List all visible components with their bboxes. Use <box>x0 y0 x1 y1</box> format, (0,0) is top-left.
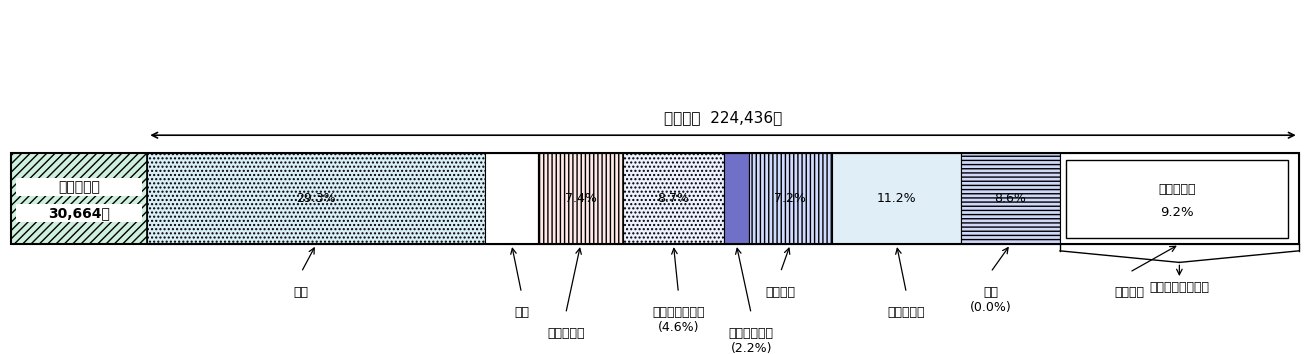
Text: その他の消費支出: その他の消費支出 <box>1149 281 1210 295</box>
Text: 住居: 住居 <box>514 306 529 319</box>
Bar <box>16 178 143 196</box>
Bar <box>960 153 1060 244</box>
Text: 20.7%: 20.7% <box>1160 192 1199 205</box>
Text: 保健医療: 保健医療 <box>765 286 795 298</box>
Bar <box>1060 153 1299 244</box>
Bar <box>1067 160 1287 238</box>
Text: 光熱・水道: 光熱・水道 <box>547 327 584 340</box>
Text: 7.4%: 7.4% <box>564 192 597 205</box>
Text: うち交際費: うち交際費 <box>1158 183 1195 196</box>
Text: 被服及び履物
(2.2%): 被服及び履物 (2.2%) <box>728 327 774 354</box>
Text: 家具・家事用品
(4.6%): 家具・家事用品 (4.6%) <box>652 306 705 334</box>
Bar <box>16 204 143 222</box>
Text: 消費支出  224,436円: 消費支出 224,436円 <box>664 110 782 125</box>
Text: 教育
(0.0%): 教育 (0.0%) <box>970 286 1012 314</box>
Bar <box>538 153 623 244</box>
Text: 交通・通信: 交通・通信 <box>888 306 925 319</box>
Text: 7.2%: 7.2% <box>774 192 807 205</box>
Text: 教養娯楽: 教養娯楽 <box>1114 286 1144 298</box>
Bar <box>12 153 1299 244</box>
Bar <box>147 153 485 244</box>
Bar <box>749 153 832 244</box>
Text: 30,664円: 30,664円 <box>49 206 110 220</box>
Bar <box>623 153 724 244</box>
Text: 8.6%: 8.6% <box>994 192 1026 205</box>
Text: 非消費支出: 非消費支出 <box>59 180 100 194</box>
Bar <box>12 153 147 244</box>
Bar <box>724 153 749 244</box>
Text: 8.7%: 8.7% <box>657 192 689 205</box>
Text: 食料: 食料 <box>294 286 308 298</box>
Bar <box>485 153 538 244</box>
Text: 9.2%: 9.2% <box>1160 206 1194 219</box>
Text: 11.2%: 11.2% <box>876 192 916 205</box>
Text: 29.3%: 29.3% <box>297 192 336 205</box>
Bar <box>832 153 960 244</box>
